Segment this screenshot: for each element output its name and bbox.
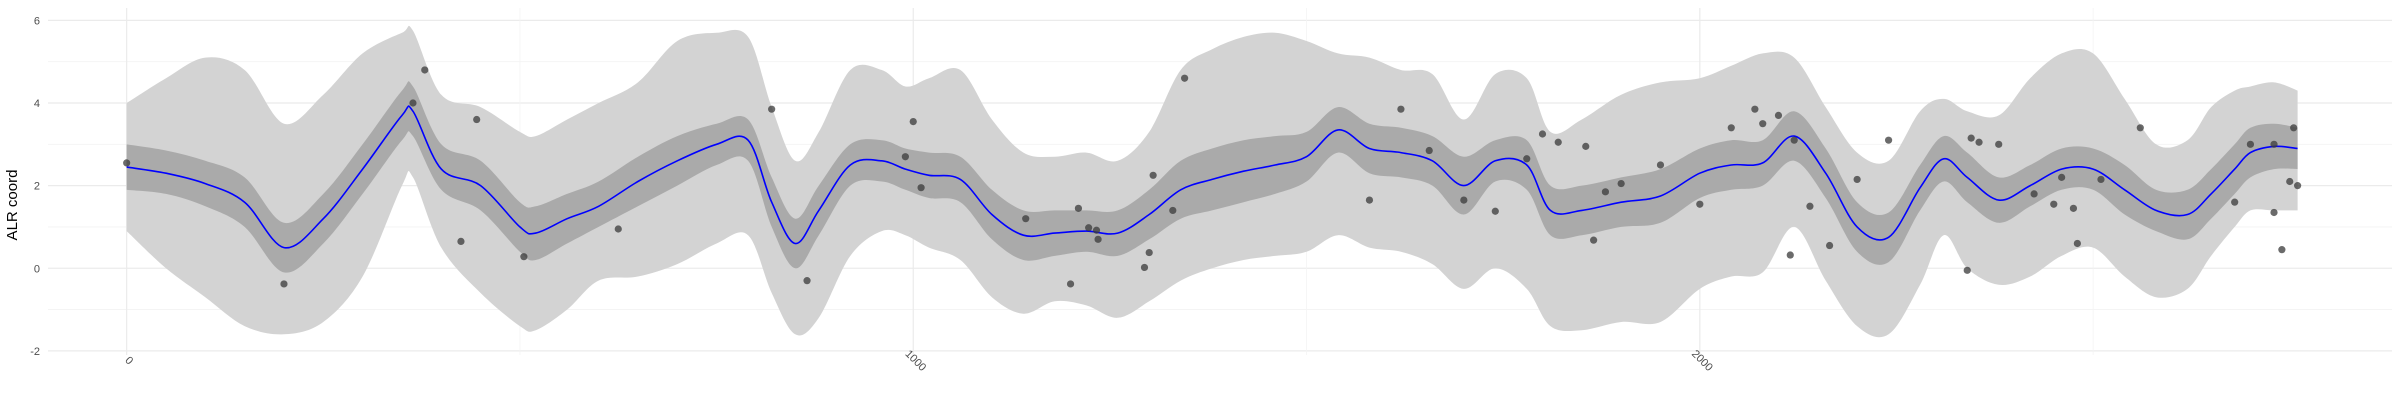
observation-point: [1181, 74, 1189, 82]
observation-point: [1149, 171, 1157, 179]
observation-point: [2270, 208, 2278, 217]
observation-point: [1759, 120, 1767, 128]
x-tick-label: 0: [122, 354, 135, 367]
observation-point: [2097, 175, 2105, 184]
observation-point: [2231, 198, 2239, 206]
observation-point: [901, 153, 909, 161]
observation-point: [1092, 226, 1101, 234]
observation-point: [2069, 204, 2078, 212]
observation-point: [1995, 140, 2003, 148]
y-axis-label: ALR coord: [4, 170, 21, 241]
observation-point: [1590, 236, 1598, 244]
posterior-mean-line: [126, 105, 2298, 249]
observation-point: [1365, 196, 1374, 204]
observation-point: [1074, 204, 1083, 212]
y-tick-label: 0: [34, 263, 40, 275]
observation-point: [1967, 134, 1975, 142]
observation-point: [1751, 105, 1759, 113]
x-tick-label: 1000: [902, 348, 928, 374]
x-tick-label: 2000: [1689, 348, 1715, 374]
observation-point: [614, 225, 622, 233]
inner-credible-band: [126, 81, 2298, 273]
observation-point: [457, 237, 465, 245]
observation-point: [1806, 202, 1814, 210]
observation-point: [2246, 140, 2255, 148]
observation-point: [768, 105, 776, 113]
x-axis-ticks: 0 1000 2000: [122, 348, 1714, 374]
observation-point: [1066, 280, 1075, 288]
observation-point: [1397, 105, 1405, 113]
y-tick-label: 2: [34, 181, 40, 193]
observation-point: [1022, 215, 1030, 223]
observation-point: [123, 159, 131, 167]
observation-point: [2030, 190, 2038, 198]
observation-point: [1656, 161, 1665, 169]
observation-point: [1727, 124, 1735, 132]
observation-point: [909, 118, 917, 126]
observation-point: [2290, 124, 2298, 132]
observation-point: [1554, 138, 1562, 146]
observation-point: [1094, 235, 1102, 243]
y-tick-label: -2: [30, 346, 40, 358]
observation-point: [1085, 224, 1093, 232]
observation-point: [2050, 200, 2058, 208]
observation-point: [1853, 175, 1861, 184]
observation-point: [2278, 246, 2286, 254]
observation-point: [1786, 251, 1794, 259]
y-tick-label: 4: [34, 98, 40, 110]
observation-point: [1617, 179, 1625, 188]
observation-point: [1884, 136, 1893, 144]
observation-point: [1696, 200, 1704, 208]
observation-point: [421, 66, 429, 74]
observation-point: [1140, 263, 1149, 272]
observation-point: [2270, 140, 2278, 148]
observation-point: [1491, 207, 1499, 215]
observation-point: [1523, 155, 1531, 163]
observation-point: [803, 277, 811, 285]
observation-point: [1774, 111, 1783, 120]
observation-point: [1963, 266, 1971, 274]
observation-point: [2136, 124, 2144, 132]
observation-point: [409, 99, 417, 107]
observation-point: [280, 280, 288, 288]
observation-point: [473, 115, 481, 124]
observation-point: [2294, 182, 2302, 190]
observation-point: [917, 184, 925, 192]
observation-point: [1425, 146, 1433, 155]
observation-point: [1790, 136, 1798, 144]
observation-point: [2073, 239, 2081, 248]
observation-point: [1975, 138, 1983, 146]
observation-point: [1601, 188, 1610, 196]
y-tick-label: 6: [34, 15, 40, 27]
observation-point: [1169, 206, 1177, 215]
observation-point: [1538, 130, 1547, 138]
observation-point: [2286, 177, 2294, 186]
observation-point: [1460, 196, 1468, 204]
observation-point: [520, 253, 528, 261]
observation-point: [1825, 241, 1834, 250]
y-axis-ticks: -2 0 2 4 6: [30, 15, 40, 357]
observation-point: [1582, 142, 1590, 150]
observation-point: [1145, 248, 1153, 257]
observation-point: [2058, 173, 2066, 181]
observation-points: [123, 66, 2302, 288]
